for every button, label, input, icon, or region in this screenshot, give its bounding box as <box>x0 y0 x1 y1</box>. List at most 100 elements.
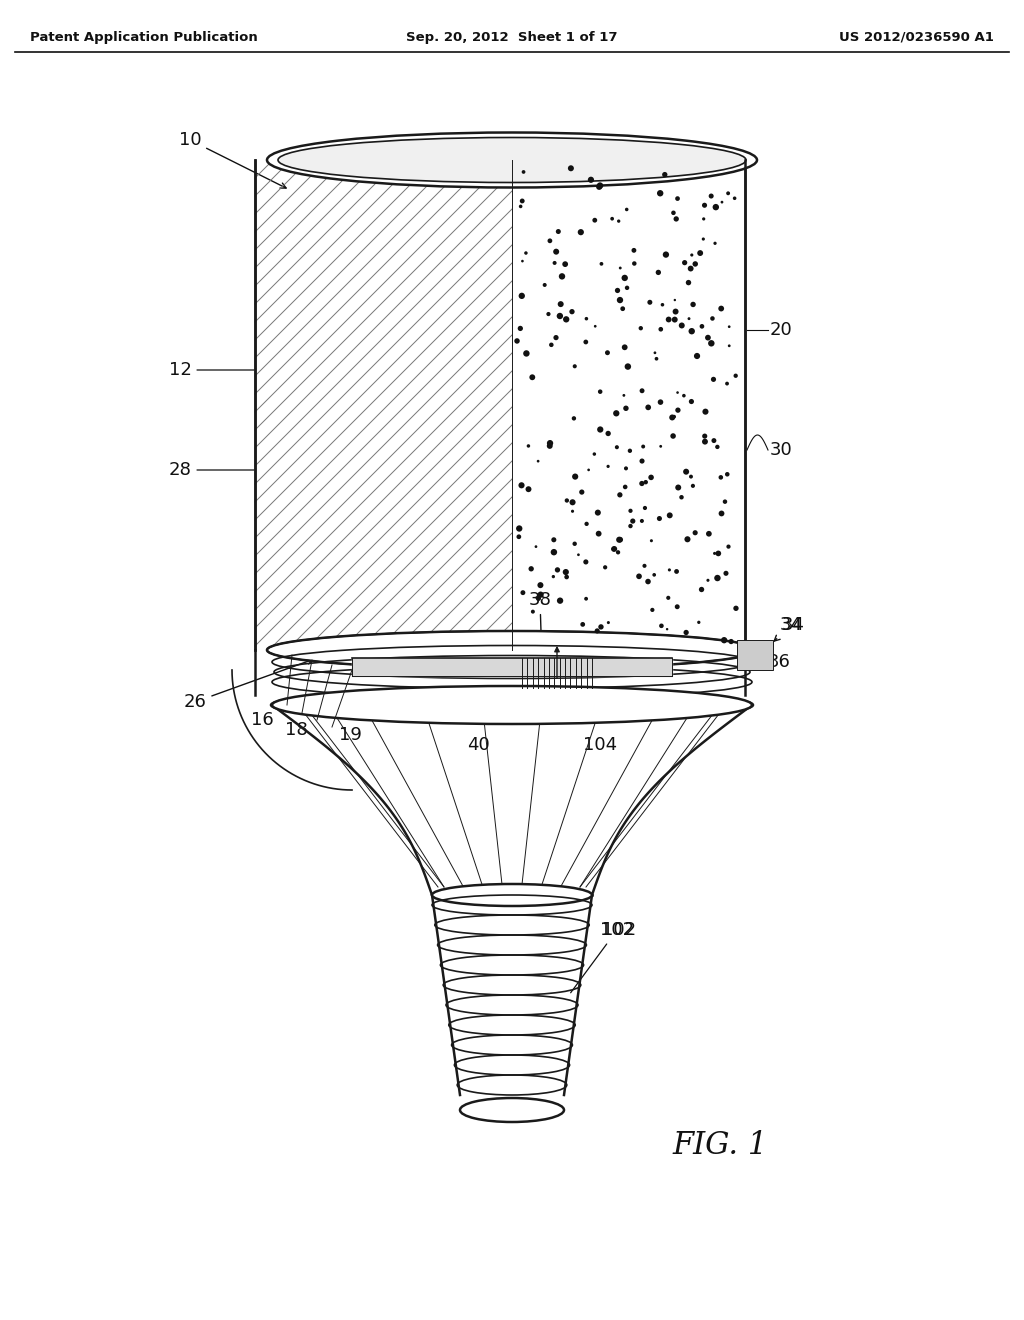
Text: 19: 19 <box>339 726 361 744</box>
Point <box>658 619 675 640</box>
Point <box>554 265 570 286</box>
Point <box>669 597 685 618</box>
Point <box>523 558 540 579</box>
Point <box>713 467 729 488</box>
Point <box>654 294 671 315</box>
Point <box>696 195 713 216</box>
Point <box>696 432 713 453</box>
Point <box>662 560 678 581</box>
Point <box>573 482 590 503</box>
Text: Patent Application Publication: Patent Application Publication <box>30 30 258 44</box>
Point <box>703 333 720 354</box>
Point <box>699 327 716 348</box>
Point <box>687 253 703 275</box>
Point <box>685 294 701 315</box>
Point <box>548 327 564 348</box>
Point <box>695 228 712 249</box>
Point <box>564 500 581 521</box>
Point <box>668 209 684 230</box>
Point <box>693 315 710 337</box>
Point <box>662 504 678 525</box>
Text: 102: 102 <box>602 921 636 939</box>
Point <box>678 461 694 482</box>
Point <box>648 348 665 370</box>
Point <box>564 301 581 322</box>
Text: 18: 18 <box>285 721 307 739</box>
Point <box>532 583 549 605</box>
Point <box>697 401 714 422</box>
Point <box>714 503 730 524</box>
Point <box>542 433 558 454</box>
Point <box>600 422 616 444</box>
Point <box>616 337 633 358</box>
Point <box>512 195 528 216</box>
Ellipse shape <box>278 137 746 182</box>
Point <box>640 572 656 593</box>
Point <box>676 385 692 407</box>
Point <box>617 397 634 418</box>
Polygon shape <box>255 160 512 649</box>
Point <box>693 579 710 601</box>
Point <box>570 544 587 565</box>
Point <box>565 408 582 429</box>
Point <box>623 500 639 521</box>
Text: 26: 26 <box>183 659 313 711</box>
Point <box>542 230 558 251</box>
Point <box>710 437 726 458</box>
Point <box>705 308 721 329</box>
Point <box>687 523 703 544</box>
Text: US 2012/0236590 A1: US 2012/0236590 A1 <box>839 30 994 44</box>
Point <box>545 566 561 587</box>
Point <box>611 529 628 550</box>
Point <box>650 261 667 282</box>
Point <box>612 529 629 550</box>
Point <box>726 187 742 209</box>
Point <box>623 516 639 537</box>
Point <box>634 511 650 532</box>
Point <box>524 367 541 388</box>
Point <box>574 614 591 635</box>
Point <box>707 232 723 253</box>
Point <box>604 209 621 230</box>
Point <box>587 210 603 231</box>
Point <box>683 466 699 487</box>
Point <box>669 561 685 582</box>
Point <box>593 616 609 638</box>
Point <box>719 463 735 484</box>
Point <box>684 321 700 342</box>
Point <box>597 557 613 578</box>
Text: 20: 20 <box>770 321 793 339</box>
Point <box>552 305 568 326</box>
Point <box>707 543 723 564</box>
Point <box>612 257 629 279</box>
Point <box>652 318 669 339</box>
Point <box>578 552 594 573</box>
Point <box>653 615 670 636</box>
Point <box>563 157 580 178</box>
Point <box>638 471 654 492</box>
Point <box>600 455 616 477</box>
Point <box>670 187 686 209</box>
Point <box>589 620 605 642</box>
Point <box>666 202 682 223</box>
Point <box>558 566 574 587</box>
Point <box>542 436 558 457</box>
Point <box>611 484 628 506</box>
Point <box>537 275 553 296</box>
Text: 38: 38 <box>528 591 552 659</box>
Point <box>514 190 530 211</box>
Point <box>511 527 527 548</box>
Text: 36: 36 <box>768 653 791 671</box>
Point <box>636 556 652 577</box>
Point <box>665 425 681 446</box>
Point <box>513 475 529 496</box>
Point <box>682 257 698 279</box>
Point <box>719 374 735 395</box>
Point <box>713 298 729 319</box>
Point <box>610 541 627 562</box>
Point <box>667 309 683 330</box>
Text: 102: 102 <box>570 921 634 993</box>
Point <box>616 268 633 289</box>
Text: 34: 34 <box>782 616 805 634</box>
Point <box>610 211 627 232</box>
